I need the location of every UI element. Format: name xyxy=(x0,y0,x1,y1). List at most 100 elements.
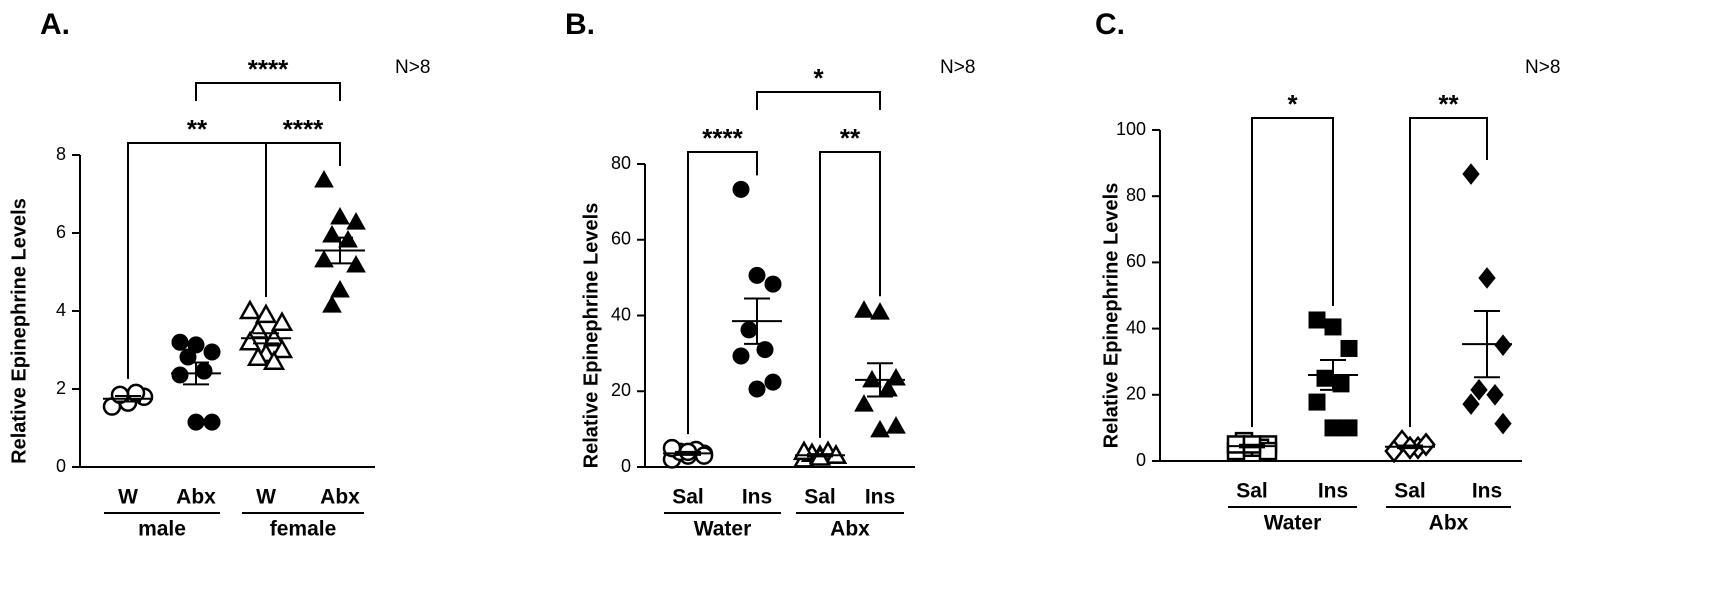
data-point xyxy=(203,413,221,431)
data-point xyxy=(322,224,342,243)
y-tick-label: 20 xyxy=(1126,384,1146,404)
category-label: Ins xyxy=(742,486,772,509)
data-point xyxy=(1308,311,1326,329)
category-label: Ins xyxy=(1472,480,1502,503)
panel-label: B. xyxy=(565,8,595,41)
category-label: Abx xyxy=(320,486,360,509)
data-point xyxy=(1478,267,1496,289)
group-label: female xyxy=(270,518,337,541)
data-point xyxy=(322,295,342,313)
data-point xyxy=(870,419,890,438)
error-bar xyxy=(675,450,701,456)
y-tick-label: 8 xyxy=(56,144,66,164)
data-point xyxy=(870,302,890,320)
data-point xyxy=(179,348,197,366)
data-point xyxy=(740,321,758,339)
data-point xyxy=(246,346,270,367)
group-label: Water xyxy=(694,518,752,541)
y-axis-label: Relative Epinephrine Levels xyxy=(8,198,30,464)
error-bar xyxy=(867,362,893,398)
data-point xyxy=(1470,379,1488,401)
significance-bracket xyxy=(1409,117,1488,428)
group-label: male xyxy=(138,518,186,541)
error-bar xyxy=(744,297,770,345)
data-point xyxy=(330,206,350,225)
error-bar xyxy=(183,361,209,386)
panel-label: A. xyxy=(40,8,70,41)
significance-bracket xyxy=(756,91,881,110)
significance-bracket xyxy=(819,151,881,438)
data-point xyxy=(1416,432,1436,457)
y-tick-label: 0 xyxy=(56,456,66,476)
category-label: Ins xyxy=(865,486,895,509)
sample-note: N>8 xyxy=(395,57,430,78)
data-point xyxy=(1340,339,1358,357)
category-label: Sal xyxy=(672,486,704,509)
group-label: Water xyxy=(1264,512,1322,535)
significance-label: **** xyxy=(248,54,289,84)
data-point xyxy=(748,380,766,398)
data-point xyxy=(764,275,782,293)
significance-label: **** xyxy=(702,123,743,153)
significance-label: ** xyxy=(187,114,208,144)
significance-label: * xyxy=(1287,89,1298,119)
significance-bracket xyxy=(265,142,341,297)
sample-note: N>8 xyxy=(940,57,975,78)
y-tick-label: 2 xyxy=(56,378,66,398)
y-axis-label: Relative Epinephrine Levels xyxy=(1100,183,1122,449)
data-point xyxy=(1494,412,1512,435)
panel-label: C. xyxy=(1095,8,1125,41)
group-label: Abx xyxy=(1429,512,1469,535)
data-point xyxy=(1462,163,1480,185)
data-point xyxy=(1486,383,1504,406)
y-tick-label: 100 xyxy=(1116,119,1146,139)
data-point xyxy=(756,341,774,359)
category-label: Sal xyxy=(1236,480,1268,503)
y-tick-label: 0 xyxy=(621,456,631,476)
data-point xyxy=(238,330,262,351)
group-label: Abx xyxy=(830,518,870,541)
data-point xyxy=(346,212,366,230)
data-point xyxy=(187,413,205,431)
error-bar xyxy=(807,453,833,458)
error-bar xyxy=(1239,443,1265,449)
error-bar xyxy=(327,236,353,265)
y-tick-label: 80 xyxy=(1126,185,1146,205)
y-tick-label: 4 xyxy=(56,300,66,320)
error-bar xyxy=(253,332,279,345)
data-point xyxy=(1462,393,1480,415)
data-point xyxy=(854,300,874,318)
data-point xyxy=(1340,419,1358,437)
error-bar xyxy=(115,395,141,403)
data-point xyxy=(171,333,189,351)
data-point xyxy=(886,416,906,434)
significance-label: ** xyxy=(1438,89,1459,119)
data-point xyxy=(330,279,350,298)
data-point xyxy=(270,311,294,331)
significance-label: **** xyxy=(283,114,324,144)
significance-label: * xyxy=(813,63,824,93)
data-point xyxy=(262,350,286,370)
data-point xyxy=(203,343,221,361)
y-tick-label: 40 xyxy=(1126,317,1146,337)
data-point xyxy=(314,249,334,268)
category-label: W xyxy=(118,486,138,509)
sample-note: N>8 xyxy=(1525,57,1560,78)
data-point xyxy=(314,169,334,188)
data-point xyxy=(1308,393,1326,411)
category-label: Abx xyxy=(176,486,216,509)
data-point xyxy=(270,338,294,359)
data-point xyxy=(1324,318,1342,336)
data-point xyxy=(748,266,766,284)
data-point xyxy=(195,362,213,380)
data-point xyxy=(338,230,358,248)
data-point xyxy=(238,299,262,320)
category-label: W xyxy=(256,486,276,509)
significance-bracket xyxy=(1251,117,1334,428)
data-point xyxy=(171,366,189,384)
data-point xyxy=(110,385,130,405)
data-point xyxy=(854,394,874,412)
y-tick-label: 80 xyxy=(611,153,631,173)
error-bar xyxy=(1397,444,1423,450)
y-tick-label: 60 xyxy=(1126,251,1146,271)
